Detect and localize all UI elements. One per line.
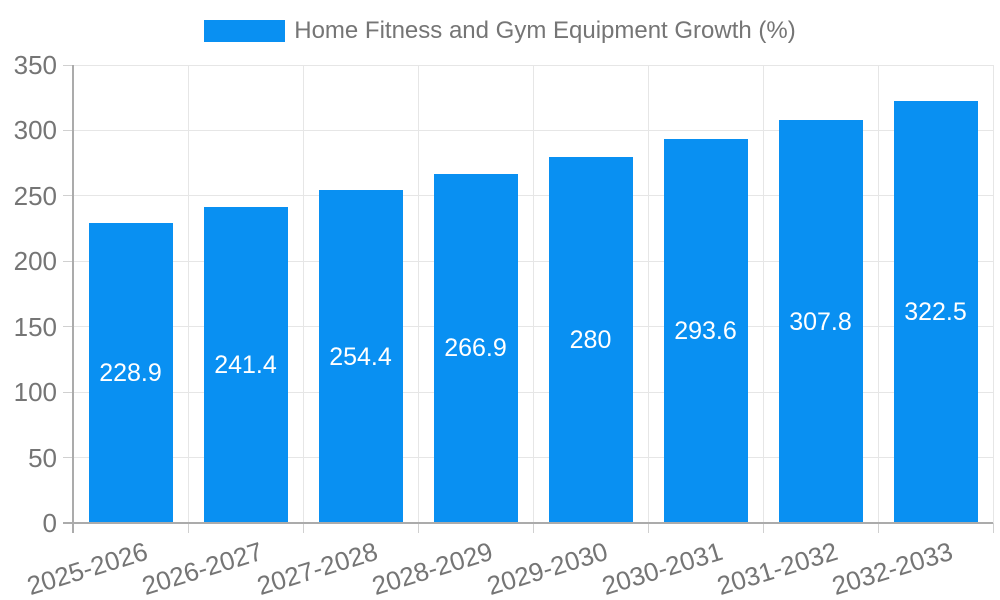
bar[interactable] [433,173,518,523]
x-axis-tick [187,523,189,533]
y-axis-tick [63,457,73,459]
x-axis-tick [302,523,304,533]
bar-value-label: 322.5 [904,297,967,326]
legend-label: Home Fitness and Gym Equipment Growth (%… [294,17,796,44]
y-axis-tick [63,391,73,393]
bar-value-label: 307.8 [789,307,852,336]
bar-value-label: 254.4 [329,342,392,371]
x-tick-label-text: 2028-2029 [368,536,497,600]
x-tick-label-text: 2026-2027 [138,536,267,600]
bar[interactable] [663,138,748,523]
x-axis-tick [532,523,534,533]
x-axis-tick [992,523,994,533]
x-tick-label-text: 2030-2031 [598,536,727,600]
y-tick-label: 300 [13,115,57,146]
x-axis-tick [762,523,764,533]
y-axis-line [72,65,74,533]
y-tick-label: 350 [13,50,57,80]
y-axis-tick [63,326,73,328]
bar-value-label: 280 [569,325,612,354]
y-tick-label: 50 [28,442,57,473]
x-tick-label-text: 2029-2030 [483,536,612,600]
x-gridline [877,65,879,523]
bar[interactable] [203,207,288,523]
y-tick-label: 200 [13,246,57,277]
x-gridline [417,65,419,523]
y-tick-label: 250 [13,180,57,211]
bar[interactable] [548,156,633,523]
y-tick-label: 100 [13,377,57,408]
bar[interactable] [893,100,978,523]
legend-item[interactable]: Home Fitness and Gym Equipment Growth (%… [0,17,1000,45]
x-tick-label-text: 2025-2026 [23,536,152,600]
y-axis-tick [63,129,73,131]
x-axis-tick [417,523,419,533]
bar-value-label: 293.6 [674,316,737,345]
bar[interactable] [88,223,173,523]
x-axis-tick [647,523,649,533]
x-gridline [302,65,304,523]
bar-value-label: 241.4 [214,351,277,380]
x-gridline [992,65,994,523]
x-gridline [187,65,189,523]
y-axis-tick [63,260,73,262]
bar[interactable] [318,190,403,523]
x-tick-label-text: 2031-2032 [713,536,842,600]
x-tick-label-text: 2032-2033 [828,536,957,600]
y-axis-tick [63,64,73,66]
x-axis-line [63,522,993,524]
x-axis-tick [877,523,879,533]
bar-value-label: 266.9 [444,334,507,363]
x-gridline [762,65,764,523]
bar[interactable] [778,120,863,523]
bar-value-label: 228.9 [99,359,162,388]
y-tick-label: 0 [42,508,57,538]
y-axis-tick [63,195,73,197]
y-tick-label: 150 [13,311,57,342]
legend-swatch-icon [204,20,286,42]
x-gridline [532,65,534,523]
x-gridline [647,65,649,523]
x-tick-label-text: 2027-2028 [253,536,382,600]
